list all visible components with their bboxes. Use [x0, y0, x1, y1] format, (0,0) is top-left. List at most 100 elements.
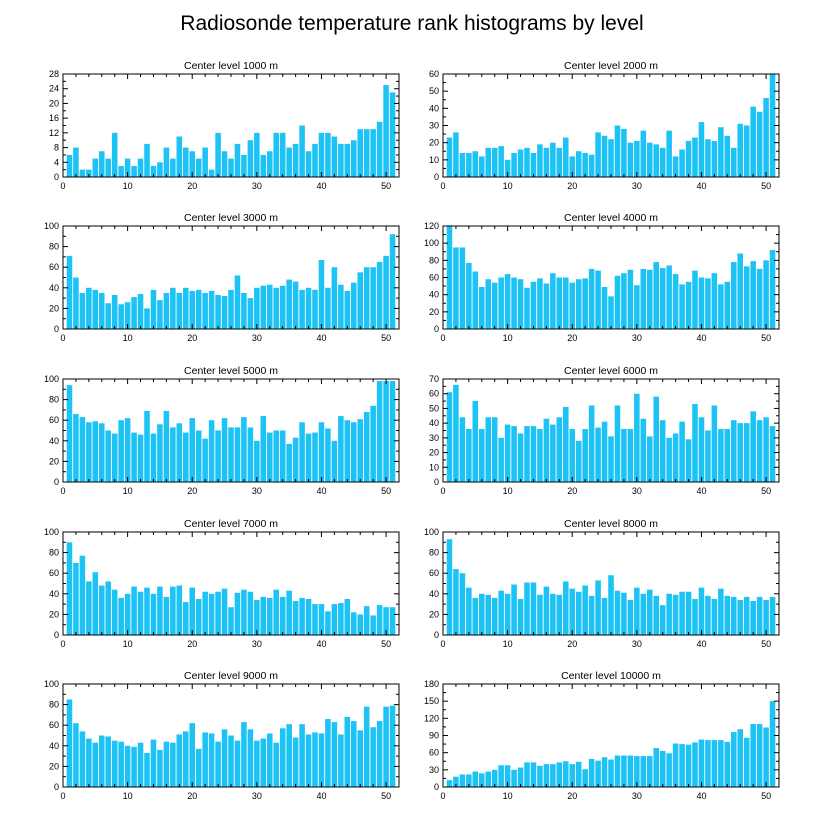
bar: [189, 151, 196, 177]
bar: [325, 132, 331, 177]
bar: [530, 426, 537, 482]
panel-title: Center level 5000 m: [184, 365, 278, 377]
bar: [182, 602, 189, 635]
bar: [685, 744, 692, 787]
y-tick-label: 50: [429, 86, 439, 96]
bar: [756, 724, 763, 787]
bar: [389, 92, 396, 177]
bar: [459, 573, 466, 635]
bar: [491, 417, 498, 482]
x-tick-label: 0: [440, 333, 445, 343]
bar: [588, 154, 595, 177]
x-tick-label: 10: [503, 791, 513, 801]
x-tick-label: 10: [123, 333, 133, 343]
bar: [170, 586, 176, 635]
panel-3: Center level 3000 m 0 10 20 30 40 50 0 20 40 60 80 1…: [44, 212, 400, 343]
bar: [105, 303, 112, 329]
bar: [86, 287, 92, 329]
bar: [254, 287, 260, 329]
bar: [163, 410, 170, 482]
bar: [724, 595, 731, 635]
panel-title: Center level 10000 m: [561, 670, 661, 682]
bar: [279, 430, 286, 482]
bar: [524, 762, 530, 787]
bar: [750, 411, 756, 482]
bar: [550, 593, 556, 635]
bar: [679, 421, 685, 482]
bar: [73, 277, 79, 329]
bar: [556, 594, 563, 635]
bar: [247, 729, 254, 787]
panel-title: Center level 2000 m: [564, 60, 658, 72]
panel-title: Center level 6000 m: [564, 365, 658, 377]
bar: [137, 591, 144, 635]
x-tick-label: 40: [696, 791, 706, 801]
bar: [215, 430, 221, 482]
bar: [266, 733, 273, 787]
bar: [170, 158, 176, 177]
bar: [498, 277, 504, 329]
bar: [634, 393, 640, 482]
bar: [446, 137, 453, 177]
bar: [692, 598, 698, 635]
bar: [575, 761, 582, 787]
bar: [228, 607, 234, 635]
bar: [524, 287, 530, 329]
bar: [672, 743, 679, 787]
bar: [562, 581, 569, 635]
bar: [705, 595, 711, 635]
bar: [750, 724, 756, 787]
bar: [730, 420, 737, 482]
panel-title: Center level 4000 m: [564, 212, 658, 224]
bar: [672, 433, 679, 482]
bar: [118, 165, 124, 177]
x-tick-label: 50: [381, 791, 391, 801]
bar: [537, 594, 543, 635]
bar: [724, 741, 731, 787]
bar: [646, 436, 653, 482]
bar: [446, 539, 453, 635]
y-tick-label: 0: [54, 782, 59, 792]
bar: [202, 732, 208, 787]
y-tick-label: 80: [429, 548, 439, 558]
x-tick-label: 10: [503, 639, 513, 649]
bar: [621, 429, 627, 482]
bar: [685, 591, 692, 635]
x-tick-label: 30: [252, 639, 262, 649]
bar: [305, 598, 312, 635]
x-tick-label: 10: [123, 791, 133, 801]
bar: [550, 424, 556, 482]
bar: [357, 730, 364, 787]
bar: [550, 764, 556, 787]
bar: [601, 286, 608, 329]
bar: [247, 591, 254, 635]
bar: [750, 601, 756, 635]
bar: [511, 426, 517, 482]
bar: [215, 132, 221, 177]
x-tick-label: 40: [696, 181, 706, 191]
bar: [769, 74, 776, 177]
bar: [517, 149, 524, 177]
bar: [640, 268, 647, 329]
bar: [711, 405, 718, 482]
bar: [614, 405, 621, 482]
bar: [756, 111, 763, 177]
bar: [556, 417, 563, 482]
bar: [640, 756, 647, 787]
bar: [279, 596, 286, 635]
bar: [144, 410, 150, 482]
bar: [582, 585, 588, 635]
bar: [763, 260, 769, 329]
bar: [176, 585, 183, 635]
bar: [569, 764, 576, 787]
y-tick-label: 20: [49, 456, 59, 466]
bar: [446, 392, 453, 482]
bar: [163, 741, 170, 787]
bar: [299, 597, 305, 635]
x-tick-label: 40: [316, 181, 326, 191]
bar: [92, 742, 99, 787]
bar: [92, 572, 99, 635]
y-tick-label: 30: [429, 121, 439, 131]
bar: [144, 143, 150, 177]
bar: [666, 130, 672, 177]
